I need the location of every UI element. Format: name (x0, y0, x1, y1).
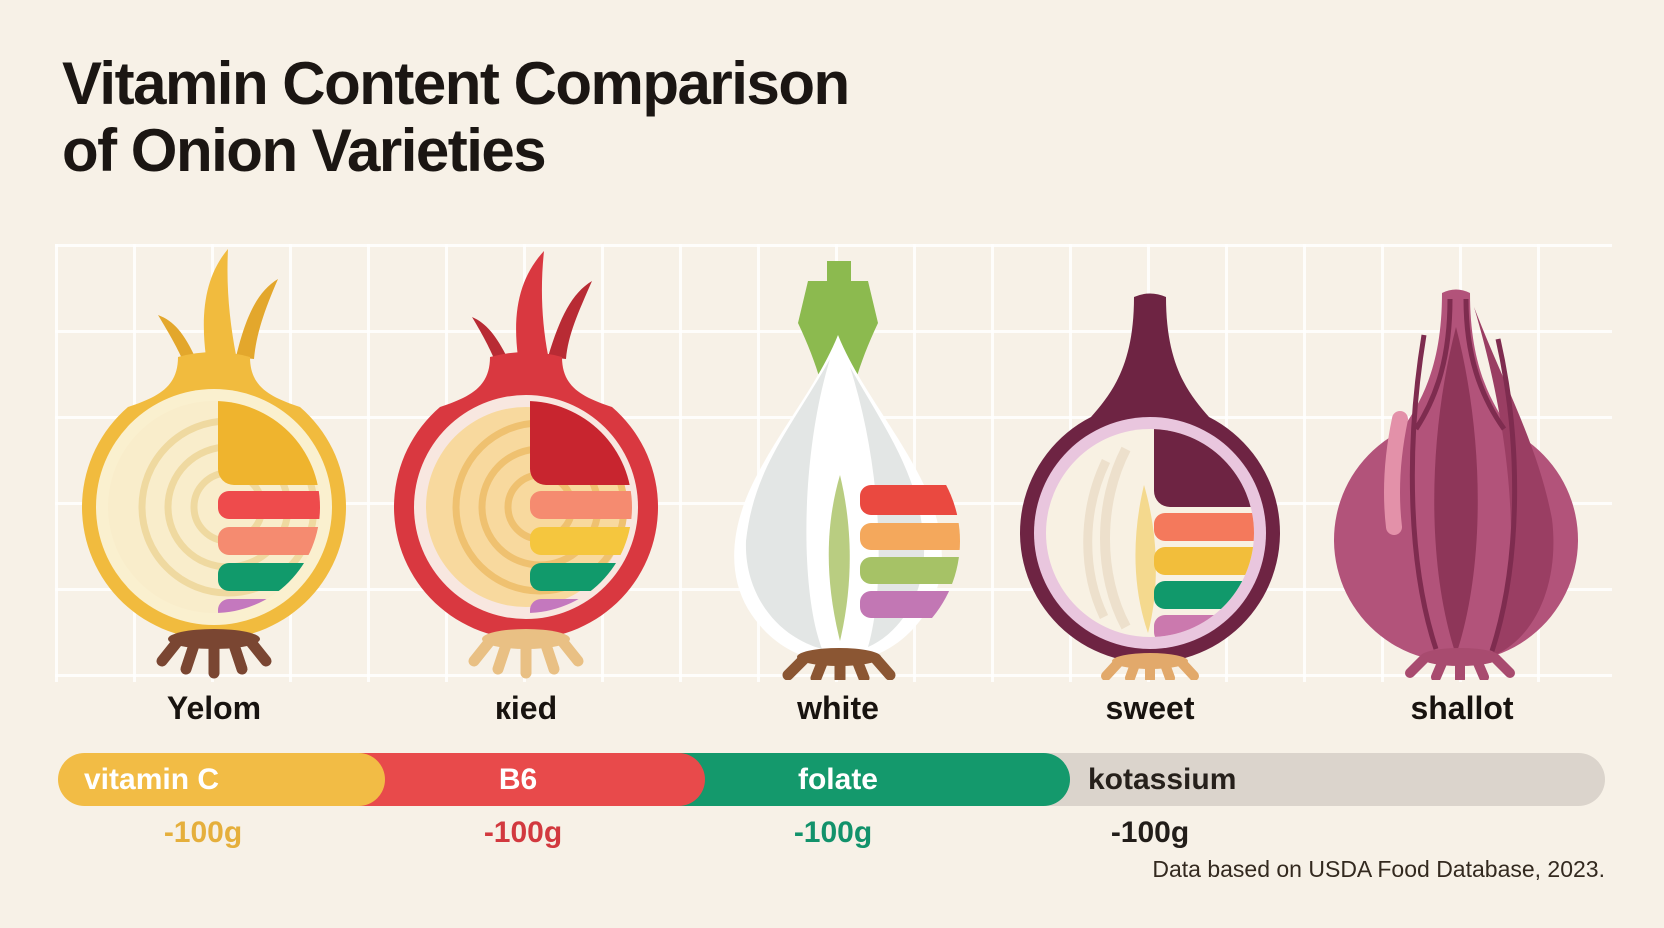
red-onion-root-base (482, 629, 570, 649)
red-onion-sprout-spur (472, 317, 508, 363)
sweet-onion-bar-3 (1154, 581, 1254, 609)
variety-label-white: white (797, 690, 879, 726)
red-onion-illustration (394, 251, 658, 679)
legend-segment-vitamin-c (58, 753, 385, 806)
yellow-onion-sprout-blade-2 (236, 279, 278, 359)
legend-label-vitamin-c: vitamin C (84, 763, 220, 796)
title-line-1: Vitamin Content Comparison (62, 50, 850, 117)
shallot-roots (1405, 654, 1515, 680)
legend-label-b6: B6 (498, 763, 538, 796)
sweet-onion-illustration (1020, 293, 1280, 680)
yellow-onion-sprout-blade (203, 249, 236, 357)
yellow-onion-bar-1 (218, 491, 320, 519)
legend-label-folate: folate (797, 763, 878, 796)
white-onion-illustration (734, 261, 960, 680)
red-onion-bar-2 (530, 527, 632, 555)
sweet-onion-core-glow (1135, 485, 1156, 633)
sweet-onion-bar-1 (1154, 513, 1254, 541)
white-onion-bar-4 (860, 591, 960, 618)
unit-label-vitamin-c: -100g (163, 816, 243, 849)
shallot-highlight (1384, 411, 1408, 535)
yellow-onion-root-base (168, 629, 260, 649)
yellow-onion-bar-2 (218, 527, 320, 555)
white-onion-petal-left (745, 359, 830, 649)
white-onion-leaf (828, 475, 850, 641)
nutrient-legend-bar: vitamin C B6 folate kotassium (58, 753, 1605, 806)
variety-label-shallot: shallot (1410, 690, 1514, 726)
title-line-2: of Onion Varieties (62, 117, 547, 185)
shallot-ridge-lines (1409, 298, 1518, 652)
white-onion-bar-2 (860, 523, 960, 550)
onion-illustration-row (58, 235, 1618, 680)
red-onion-sprout-blade-2 (548, 281, 592, 359)
unit-label-folate: -100g (793, 816, 873, 849)
white-onion-roots (782, 653, 896, 680)
legend-segment-folate (638, 753, 1070, 806)
unit-label-b6: -100g (483, 816, 563, 849)
shallot-center-lobe (1434, 327, 1478, 655)
sweet-onion-bar-2 (1154, 547, 1254, 575)
shallot-illustration (1334, 289, 1578, 680)
red-onion-sprout-blade (516, 251, 548, 357)
source-note: Data based on USDA Food Database, 2023. (1152, 856, 1605, 882)
sweet-onion-petal-line (1100, 446, 1131, 630)
yellow-onion-sprout-spur (158, 315, 196, 363)
white-onion-root-base (797, 648, 881, 666)
variety-label-row: Yelom кied white sweet shallot (58, 690, 1618, 727)
sweet-onion-roots (1101, 658, 1199, 680)
red-onion-bar-3 (530, 563, 632, 591)
sweet-onion-root-base (1112, 653, 1188, 669)
red-onion-roots (468, 635, 584, 679)
legend-segment-kotassium (1008, 753, 1605, 806)
red-onion-bar-1 (530, 491, 632, 519)
white-onion-bar-3 (860, 557, 960, 584)
yellow-onion-bar-3 (218, 563, 320, 591)
unit-label-kotassium: -100g (1110, 816, 1190, 849)
legend-label-kotassium: kotassium (1088, 763, 1237, 796)
shallot-root-base (1420, 648, 1500, 666)
variety-label-sweet: sweet (1105, 690, 1195, 726)
white-onion-bar-1 (860, 485, 960, 515)
variety-label-red: кied (494, 690, 558, 726)
yellow-onion-illustration (82, 249, 346, 679)
sweet-onion-petal-line-2 (1083, 459, 1111, 619)
page-title: Vitamin Content Comparison of Onion Vari… (62, 50, 850, 185)
variety-label-yellow: Yelom (166, 690, 262, 726)
